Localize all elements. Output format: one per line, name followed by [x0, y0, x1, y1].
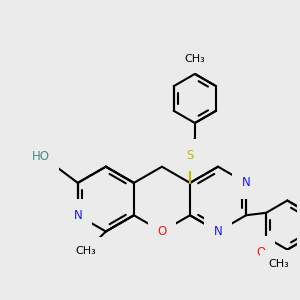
Text: CH₃: CH₃ [184, 54, 205, 64]
Text: HO: HO [32, 150, 50, 163]
Text: CH₃: CH₃ [268, 259, 289, 269]
Text: O: O [157, 225, 167, 238]
Text: N: N [242, 176, 250, 189]
Text: S: S [186, 149, 194, 162]
Text: O: O [256, 246, 266, 259]
Text: N: N [214, 225, 222, 238]
Text: CH₃: CH₃ [76, 246, 97, 256]
Text: N: N [74, 209, 82, 222]
